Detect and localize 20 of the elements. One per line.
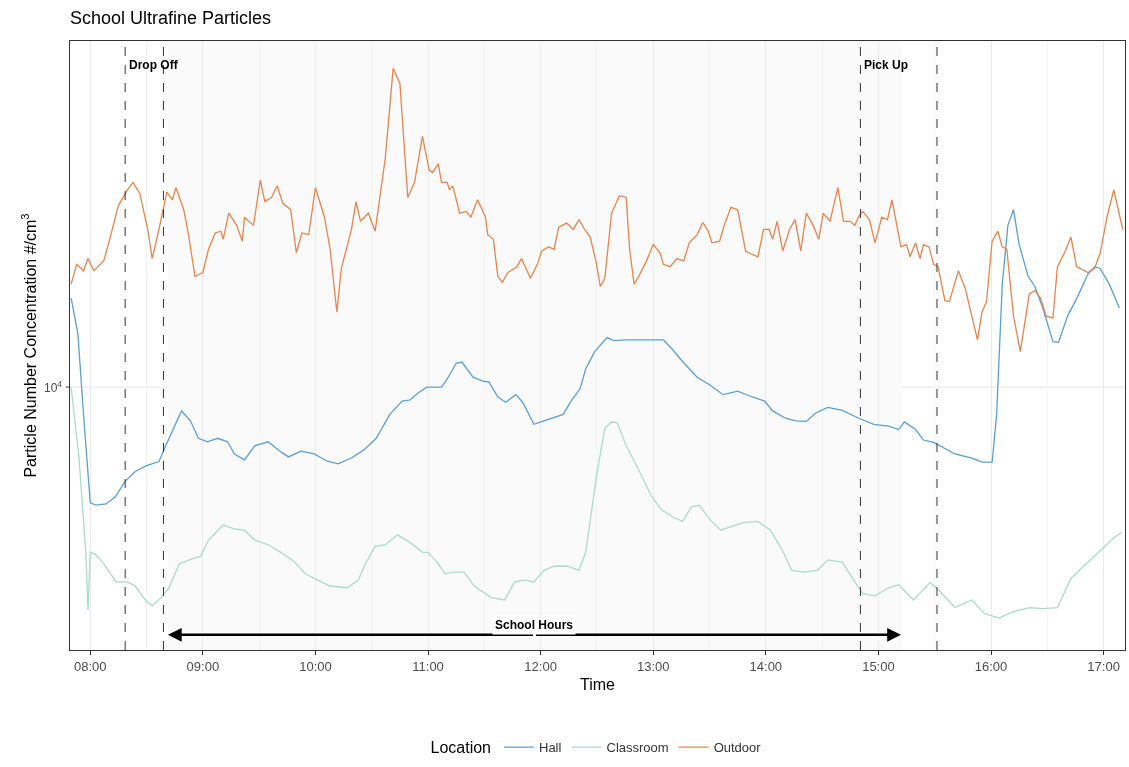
x-tick-label: 14:00 <box>749 658 783 674</box>
legend-label: Classroom <box>606 740 669 756</box>
x-tick-label: 12:00 <box>524 658 557 674</box>
x-tick-label: 16:00 <box>974 658 1008 674</box>
legend-title: Location <box>430 739 491 757</box>
x-axis-title: Time <box>580 676 616 694</box>
legend-label: Hall <box>539 740 562 756</box>
x-tick-label: 13:00 <box>636 658 670 674</box>
x-tick-label: 15:00 <box>862 658 895 674</box>
legend-label: Outdoor <box>713 740 762 756</box>
ref-line-label: Drop Off <box>129 58 179 72</box>
chart-title: School Ultrafine Particles <box>70 8 272 29</box>
x-tick-label: 17:00 <box>1087 658 1120 674</box>
x-tick-label: 09:00 <box>186 658 220 674</box>
x-tick-label: 10:00 <box>299 658 332 674</box>
band-label: School Hours <box>495 618 574 632</box>
x-tick-label: 08:00 <box>74 658 107 674</box>
ref-line-label: Pick Up <box>864 58 909 72</box>
x-tick-label: 11:00 <box>412 658 444 674</box>
text: 10$^{4}$ <box>44 379 63 396</box>
